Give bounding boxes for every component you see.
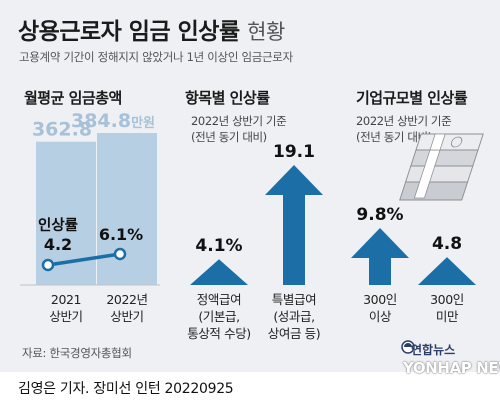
note-line: 2022년 상반기 기준	[191, 114, 287, 128]
category-label-line: 상반기	[110, 309, 144, 324]
section-title-by-size: 기업규모별 인상률	[356, 89, 468, 107]
line-raise-rate	[47, 252, 121, 267]
category-label-line: 이상	[368, 309, 392, 324]
category-label-line: 정액급여	[196, 292, 242, 307]
bar-value-number: 384.8	[71, 110, 131, 132]
infographic-card: 상용근로자 임금 인상률 현황 고용계약 기간이 정해지지 않았거나 1년 이상…	[0, 0, 500, 372]
bar-value-unit: 만원	[131, 115, 155, 131]
page-subtitle: 고용계약 기간이 정해지지 않았거나 1년 이상인 임금근로자	[19, 50, 293, 64]
category-label-line: 상반기	[49, 309, 83, 324]
arrow-by-size	[418, 257, 476, 285]
arrow-value-label: 4.1%	[195, 236, 242, 256]
category-label: 정액급여 (기본급, 통상적 수당)	[169, 291, 269, 342]
category-label-line: 통상적 수당)	[187, 326, 251, 341]
note-line: (전년 동기 대비)	[191, 130, 267, 144]
arrow-by-size	[351, 228, 409, 285]
line-value-label: 6.1%	[99, 225, 143, 244]
category-label-line: 미만	[435, 309, 459, 324]
page-title: 상용근로자 임금 인상률 현황	[18, 12, 285, 46]
arrow-value-label: 4.8	[432, 234, 462, 254]
logo-english-text: YONHAP NEWS	[403, 359, 500, 377]
category-label-line: 300인	[430, 292, 464, 307]
line-value-label: 4.2	[44, 235, 72, 254]
category-label-line: 특별급여	[271, 292, 317, 307]
arrow-by-item	[190, 259, 248, 285]
line-point	[41, 258, 55, 272]
category-label-line: (기본급,	[198, 309, 240, 324]
category-label-line: 2022년	[106, 292, 148, 307]
bar-value-label: 384.8만원	[71, 110, 155, 132]
bar-monthly-wage	[97, 133, 157, 285]
category-label-line: 2021	[50, 292, 82, 307]
category-label-line: (성과급,	[273, 309, 315, 324]
arrow-value-label: 19.1	[273, 142, 315, 162]
title-suffix: 현황	[247, 20, 285, 44]
note-line: (전년 동기 대비)	[356, 130, 432, 144]
yonhap-logo	[401, 340, 415, 354]
source-note: 자료: 한국경영자총협회	[22, 346, 132, 360]
line-series-name: 인상률	[38, 216, 78, 234]
section-title-by-item: 항목별 인상률	[185, 89, 270, 107]
section-note-by-size: 2022년 상반기 기준 (전년 동기 대비)	[356, 113, 452, 145]
section-title-monthly: 월평균 임금총액	[24, 89, 122, 107]
bar-value-label: 362.8	[32, 119, 92, 141]
money-stack-illustration	[399, 133, 484, 201]
byline: 김영은 기자. 장미선 인턴 20220925	[18, 381, 234, 397]
title-main: 상용근로자 임금 인상률	[18, 19, 240, 45]
arrow-by-item	[265, 165, 323, 285]
note-line: 2022년 상반기 기준	[356, 114, 452, 128]
category-label: 2021 상반기	[16, 291, 116, 325]
logo-korean-text: 연합뉴스	[411, 343, 456, 357]
section-note-by-item: 2022년 상반기 기준 (전년 동기 대비)	[191, 113, 287, 145]
arrow-value-label: 9.8%	[356, 205, 403, 225]
category-label: 특별급여 (성과급, 상여금 등)	[244, 291, 344, 342]
category-label-line: 상여금 등)	[267, 326, 321, 341]
line-point	[113, 247, 127, 261]
category-label-line: 300인	[363, 292, 397, 307]
